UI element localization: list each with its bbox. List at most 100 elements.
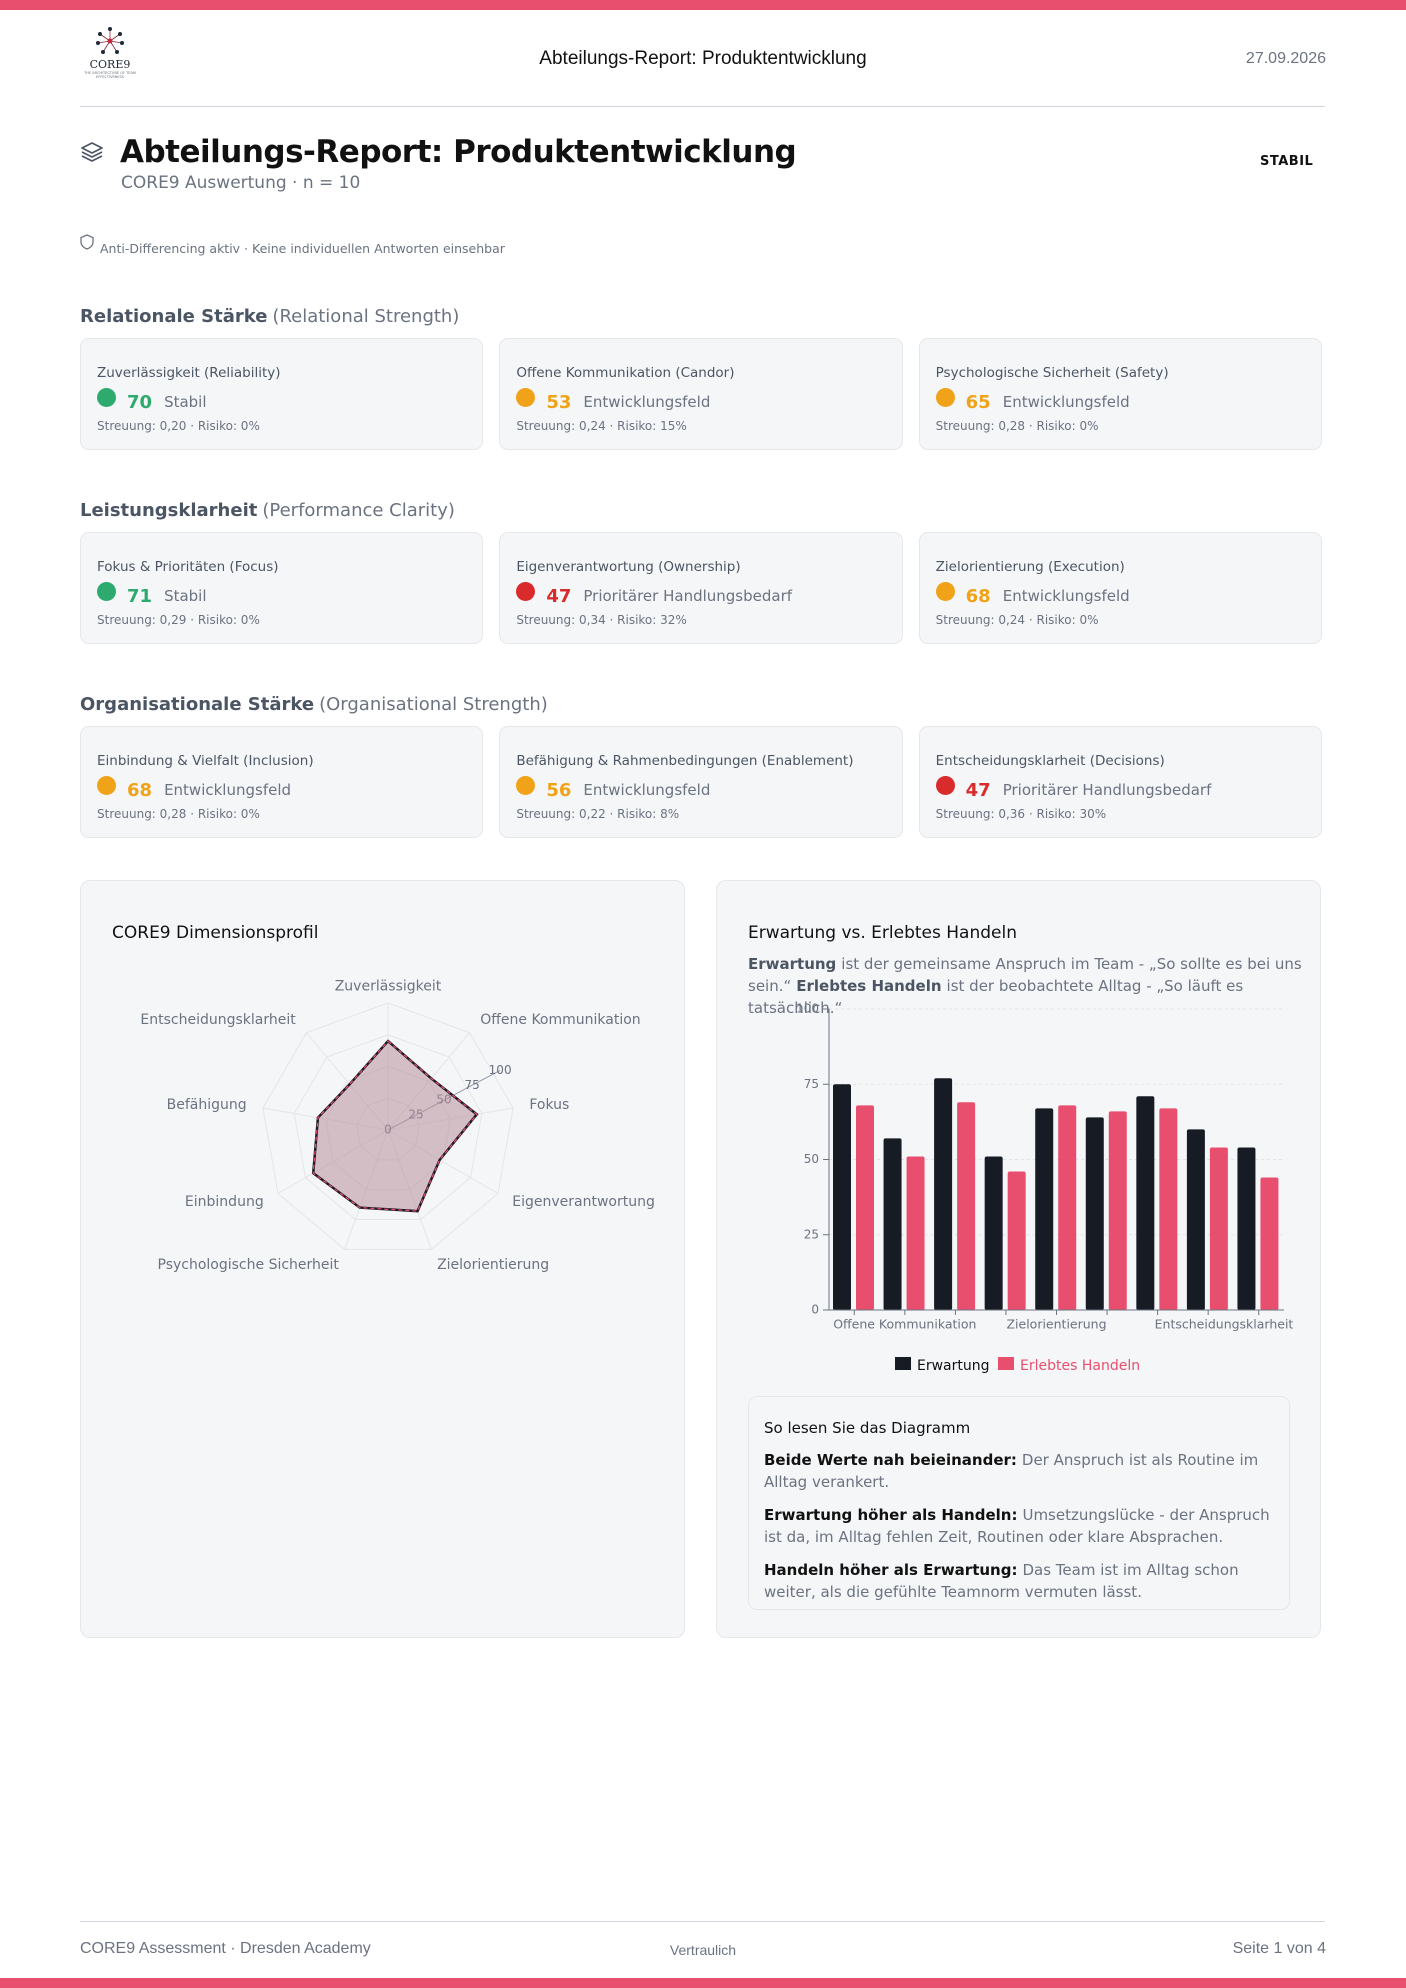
card-status: Stabil [164, 393, 207, 411]
grid-ring [293, 1034, 483, 1221]
dimension-card: Psychologische Sicherheit (Safety) 65 Entw… [918, 338, 1322, 450]
dimension-card: Zielorientierung (Execution) 68 Entwicklun… [918, 532, 1322, 644]
card-status: Stabil [164, 587, 207, 605]
card-meta: Streuung: 0,20 · Risiko: 0% [97, 419, 260, 433]
bar [1035, 1108, 1054, 1310]
bar [856, 1105, 874, 1310]
bar [1186, 1129, 1205, 1310]
dimension-card: Offene Kommunikation (Candor) 53 Entwicklu… [499, 338, 903, 450]
dimension-card: Entscheidungsklarheit (Decisions) 47 Prior… [918, 726, 1322, 838]
card-score-row: 53 Entwicklungsfeld [516, 387, 885, 413]
card-score: 47 [546, 585, 572, 607]
guide-item-bold: Beide Werte nah beieinander: [764, 1451, 1017, 1469]
card-meta: Streuung: 0,28 · Risiko: 0% [935, 419, 1099, 433]
dimension-card: Einbindung & Vielfalt (Inclusion) 68 Entwi… [80, 726, 484, 838]
card-row: Fokus & Prioritäten (Focus) 71 Stabil Streu… [80, 532, 1322, 644]
bar [1237, 1147, 1256, 1310]
footer-divider [80, 1921, 1325, 1922]
header-date: 27.09.2026 [1245, 50, 1326, 67]
status-dot [97, 581, 116, 601]
axis-label: Psychologische Sicherheit [158, 1257, 340, 1273]
logo-text: CORE9 [89, 58, 131, 71]
card-status: Prioritärer Handlungsbedarf [583, 587, 793, 605]
card-status: Entwicklungsfeld [1002, 393, 1130, 411]
guide-item-bold: Handeln höher als Erwartung: [764, 1561, 1018, 1579]
bar [957, 1102, 976, 1310]
card-row: Einbindung & Vielfalt (Inclusion) 68 Entwi… [80, 726, 1322, 838]
section-title: Organisationale Stärke (Organisational St… [80, 694, 548, 715]
y-tick-label: 0 [811, 1303, 819, 1317]
r-tick-label: 100 [489, 1063, 512, 1077]
axis-label: Fokus [529, 1097, 569, 1113]
section-subtitle: (Relational Strength) [272, 306, 460, 327]
dimension-card: Befähigung & Rahmenbedingungen (Enableme… [499, 726, 903, 838]
section-title: Leistungsklarheit (Performance Clarity) [80, 500, 455, 521]
card-status: Entwicklungsfeld [1002, 587, 1130, 605]
legend-swatch [998, 1357, 1014, 1370]
card-name: Zielorientierung (Execution) [935, 559, 1125, 575]
card-name: Fokus & Prioritäten (Focus) [97, 559, 279, 575]
card-score: 71 [127, 585, 153, 607]
guide-item: Erwartung höher als Handeln: Umsetzungslü… [764, 1504, 1274, 1548]
bar [1136, 1096, 1155, 1310]
card-score: 56 [546, 779, 572, 801]
card-meta: Streuung: 0,29 · Risiko: 0% [97, 613, 260, 627]
status-dot [935, 387, 955, 407]
y-tick-label: 25 [804, 1227, 819, 1241]
legend-swatch [895, 1357, 911, 1370]
status-dot [516, 775, 536, 795]
axis-label: Eigenverantwortung [512, 1194, 655, 1210]
status-dot [516, 387, 536, 407]
axis-label: Befähigung [167, 1097, 247, 1113]
radar-chart: CORE9 Dimensionsprofil Zuverlässigkeit Off… [112, 923, 655, 1273]
guide-item: Beide Werte nah beieinander: Der Anspruch… [764, 1449, 1274, 1493]
bar [1159, 1108, 1178, 1310]
card-score: 68 [127, 779, 153, 801]
y-tick-label: 50 [804, 1152, 819, 1166]
bar [984, 1156, 1003, 1310]
bar [1260, 1177, 1279, 1310]
axis-label: Offene Kommunikation [480, 1012, 640, 1028]
chart-title: Erwartung vs. Erlebtes Handeln [748, 923, 1017, 943]
header-divider [80, 106, 1325, 107]
card-name: Psychologische Sicherheit (Safety) [935, 365, 1169, 381]
description-text: ist der beobachtete Alltag - „So läuft e… [748, 977, 1244, 1017]
section-subtitle: (Organisational Strength) [319, 694, 548, 715]
bottom-bar [0, 1978, 1406, 1988]
card-status: Entwicklungsfeld [583, 781, 711, 799]
card-name: Offene Kommunikation (Candor) [516, 365, 735, 381]
axis-label: Zielorientierung [437, 1257, 549, 1273]
guide-item-bold: Erwartung höher als Handeln: [764, 1506, 1018, 1524]
dimension-card: Eigenverantwortung (Ownership) 47 Prioritä… [499, 532, 903, 644]
guide-item-text: Der Anspruch ist als Routine im Alltag v… [764, 1451, 1259, 1491]
card-status: Entwicklungsfeld [164, 781, 292, 799]
description-bold: Erwartung [748, 955, 837, 973]
card-name: Zuverlässigkeit (Reliability) [97, 365, 281, 381]
card-score-row: 68 Entwicklungsfeld [97, 775, 466, 801]
status-dot [97, 387, 116, 407]
card-status: Prioritärer Handlungsbedarf [1002, 781, 1212, 799]
guide-item-text: Umsetzungslücke - der Anspruch ist da, i… [764, 1506, 1270, 1546]
card-score-row: 56 Entwicklungsfeld [516, 775, 885, 801]
status-badge: STABIL [1260, 154, 1314, 169]
bar [906, 1156, 925, 1310]
card-name: Entscheidungsklarheit (Decisions) [935, 753, 1165, 769]
card-meta: Streuung: 0,36 · Risiko: 30% [935, 807, 1107, 821]
guide-item-text: Das Team ist im Alltag schon weiter, als… [764, 1561, 1239, 1601]
bar [934, 1078, 953, 1310]
legend-label: Erlebtes Handeln [1020, 1358, 1140, 1374]
section-title: Relationale Stärke (Relational Strength) [80, 306, 459, 327]
card-name: Eigenverantwortung (Ownership) [516, 559, 741, 575]
status-dot [935, 581, 955, 601]
status-dot [935, 775, 955, 795]
section-title-main: Organisationale Stärke [80, 694, 315, 715]
status-dot [516, 581, 536, 601]
report-subtitle: CORE9 Auswertung · n = 10 [121, 173, 361, 193]
card-status: Entwicklungsfeld [583, 393, 711, 411]
guide-title: So lesen Sie das Diagramm [764, 1419, 971, 1437]
radar-area [311, 1039, 479, 1213]
x-tick-label: Zielorientierung [1006, 1317, 1106, 1332]
section-title-main: Relationale Stärke [80, 306, 268, 327]
card-score-row: 47 Prioritärer Handlungsbedarf [935, 775, 1305, 801]
card-score-row: 71 Stabil [97, 581, 466, 607]
